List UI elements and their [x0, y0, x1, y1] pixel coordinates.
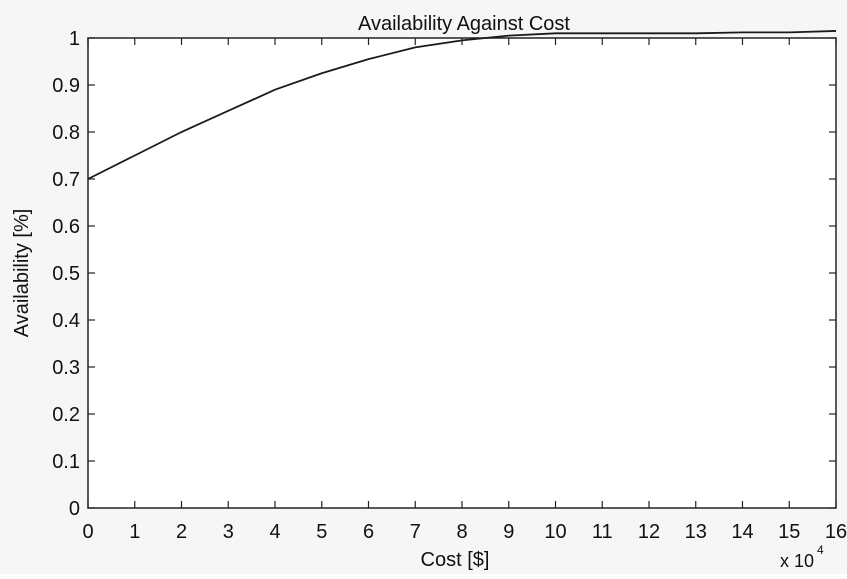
x-tick-label: 2: [176, 521, 187, 543]
x-tick-label: 8: [456, 521, 467, 543]
y-tick-label: 1: [69, 28, 80, 50]
y-tick-label: 0.7: [52, 169, 80, 191]
x-tick-label: 14: [731, 521, 753, 543]
x-tick-label: 13: [685, 521, 707, 543]
y-tick-label: 0: [69, 498, 80, 520]
y-axis-label: Availability [%]: [11, 209, 33, 338]
y-tick-label: 0.1: [52, 451, 80, 473]
x-tick-label: 4: [269, 521, 280, 543]
x-tick-label: 15: [778, 521, 800, 543]
x-axis-label: Cost [$]: [421, 549, 490, 571]
y-tick-label: 0.3: [52, 357, 80, 379]
y-tick-label: 0.5: [52, 263, 80, 285]
chart-title: Availability Against Cost: [358, 13, 570, 35]
x-tick-label: 0: [82, 521, 93, 543]
x-tick-label: 5: [316, 521, 327, 543]
y-tick-label: 0.9: [52, 75, 80, 97]
y-tick-label: 0.6: [52, 216, 80, 238]
x-tick-label: 9: [503, 521, 514, 543]
x-multiplier-exponent: 4: [817, 543, 824, 557]
x-tick-label: 1: [129, 521, 140, 543]
x-tick-label: 10: [544, 521, 566, 543]
y-tick-label: 0.4: [52, 310, 80, 332]
x-tick-label: 11: [592, 521, 613, 543]
y-tick-label: 0.8: [52, 122, 80, 144]
x-tick-label: 3: [223, 521, 234, 543]
x-tick-label: 7: [410, 521, 421, 543]
x-multiplier-base: x 10: [780, 551, 814, 571]
x-tick-label: 6: [363, 521, 374, 543]
y-tick-label: 0.2: [52, 404, 80, 426]
x-tick-label: 12: [638, 521, 660, 543]
x-tick-label: 16: [825, 521, 847, 543]
plot-area: [88, 38, 836, 508]
